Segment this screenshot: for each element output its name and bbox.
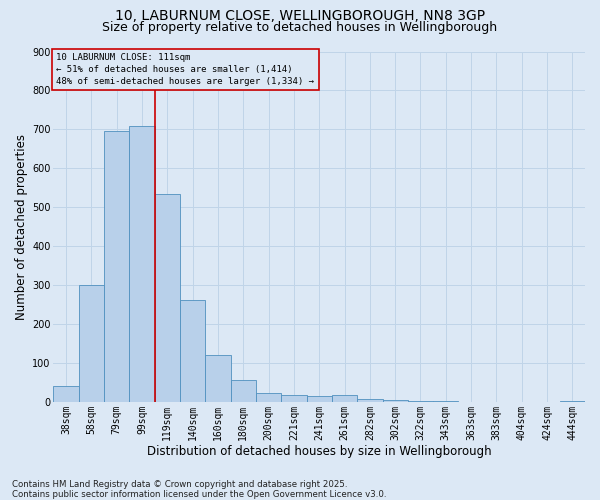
Text: 10, LABURNUM CLOSE, WELLINGBOROUGH, NN8 3GP: 10, LABURNUM CLOSE, WELLINGBOROUGH, NN8 …: [115, 9, 485, 23]
Bar: [307, 396, 332, 402]
Bar: [433, 401, 458, 402]
Bar: [79, 286, 104, 403]
Text: Size of property relative to detached houses in Wellingborough: Size of property relative to detached ho…: [103, 22, 497, 35]
Bar: [256, 392, 281, 402]
Bar: [205, 355, 230, 403]
Bar: [53, 386, 79, 402]
Bar: [357, 399, 383, 402]
Bar: [155, 194, 180, 402]
Bar: [383, 400, 408, 402]
Bar: [408, 400, 433, 402]
Y-axis label: Number of detached properties: Number of detached properties: [15, 134, 28, 320]
Bar: [560, 400, 585, 402]
X-axis label: Distribution of detached houses by size in Wellingborough: Distribution of detached houses by size …: [147, 444, 491, 458]
Bar: [180, 300, 205, 402]
Bar: [332, 396, 357, 402]
Bar: [130, 126, 155, 402]
Bar: [230, 380, 256, 402]
Text: Contains HM Land Registry data © Crown copyright and database right 2025.
Contai: Contains HM Land Registry data © Crown c…: [12, 480, 386, 499]
Bar: [281, 396, 307, 402]
Bar: [104, 132, 130, 402]
Text: 10 LABURNUM CLOSE: 111sqm
← 51% of detached houses are smaller (1,414)
48% of se: 10 LABURNUM CLOSE: 111sqm ← 51% of detac…: [56, 54, 314, 86]
